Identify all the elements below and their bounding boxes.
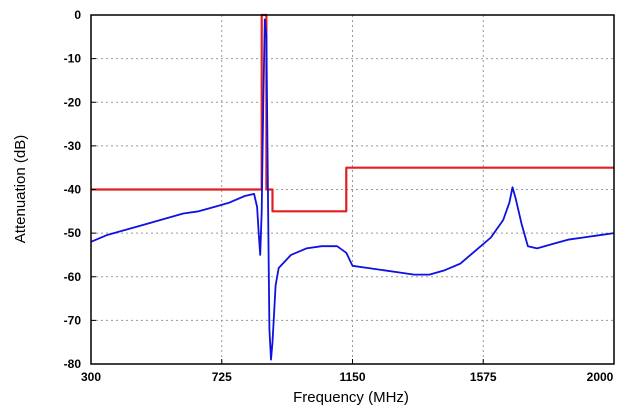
x-tick-label: 2000	[587, 370, 614, 384]
y-tick-label: -10	[64, 52, 82, 66]
y-tick-label: -60	[64, 270, 82, 284]
series-group	[90, 13, 615, 361]
y-tick-label: -70	[64, 313, 82, 327]
x-tick-label: 1575	[470, 370, 497, 384]
y-axis-title: Attenuation (dB)	[12, 135, 29, 243]
tick-labels: 300 725 1150 1575 2000 0 -10 -20 -30 -40 -50 -60 -70…	[64, 8, 615, 384]
x-axis-title: Frequency (MHz)	[293, 389, 409, 406]
x-tick-label: 1150	[339, 370, 365, 384]
series-line-2	[90, 18, 615, 361]
grid	[91, 15, 614, 364]
y-tick-label: -50	[64, 226, 82, 240]
y-tick-label: -80	[64, 357, 82, 371]
x-tick-label: 725	[212, 370, 232, 384]
y-tick-label: -20	[64, 95, 82, 109]
series-line-1	[91, 13, 614, 213]
x-tick-label: 300	[81, 370, 101, 384]
y-tick-label: -30	[64, 139, 82, 153]
y-tick-label: 0	[74, 8, 81, 22]
y-tick-label: -40	[64, 183, 82, 197]
